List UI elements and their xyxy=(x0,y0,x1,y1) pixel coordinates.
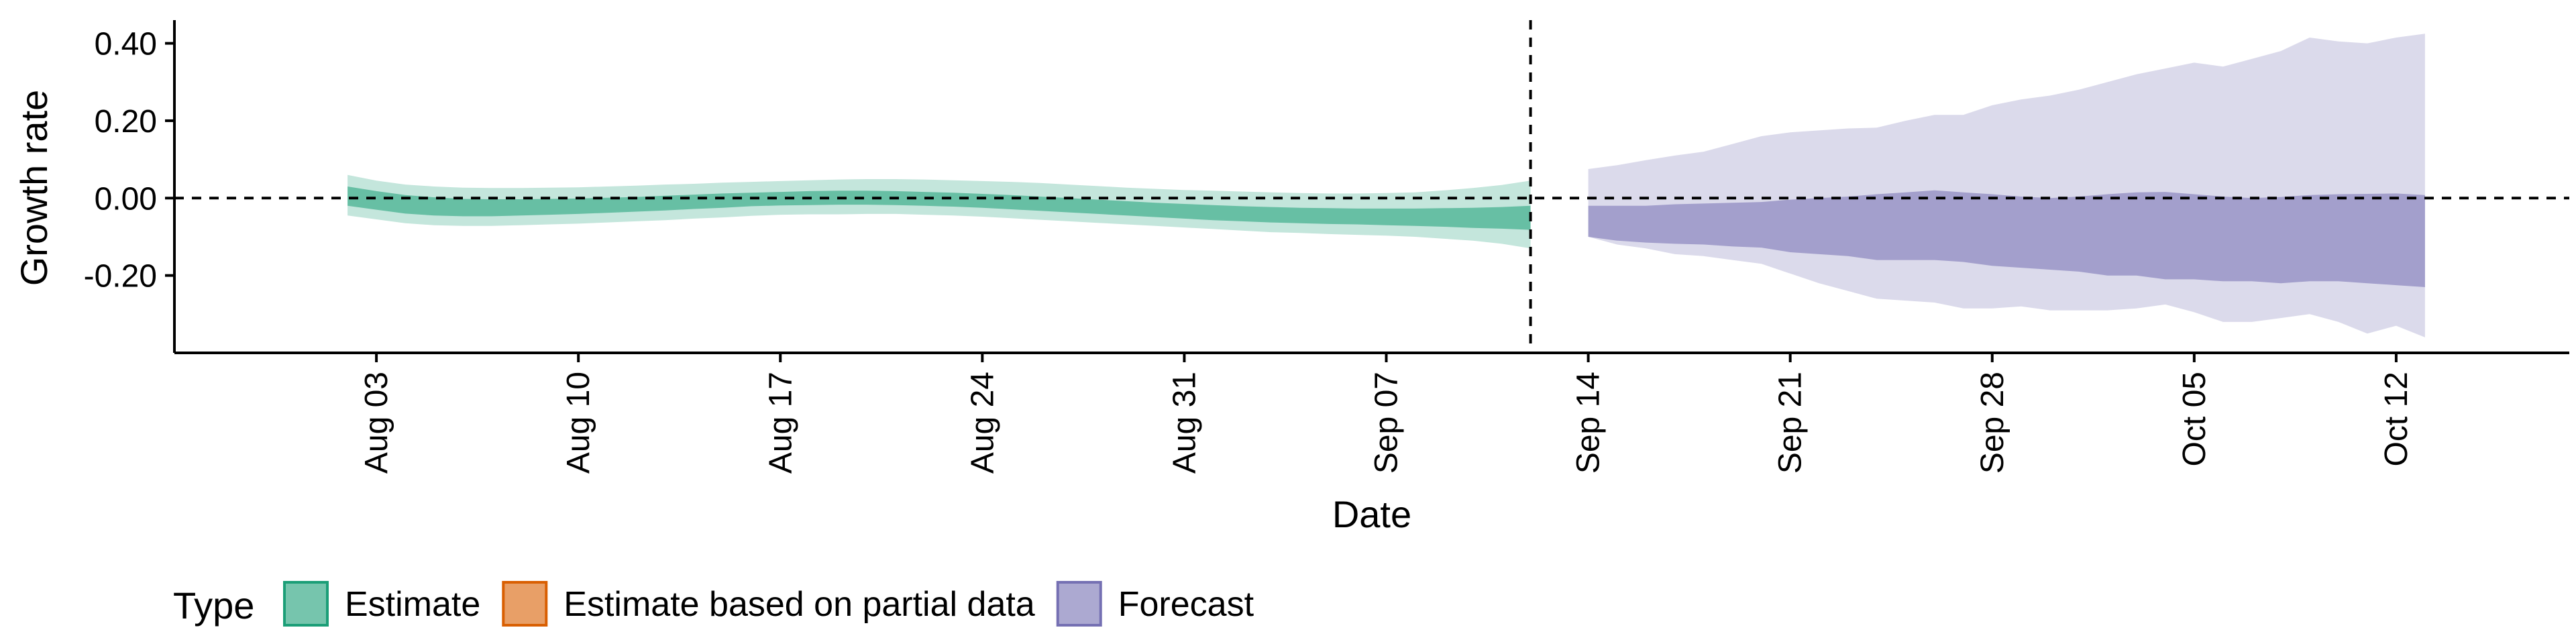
x-tick-label: Oct 05 xyxy=(2177,372,2212,466)
y-axis-label: Growth rate xyxy=(13,90,55,286)
estimate-band-90 xyxy=(347,174,1531,249)
legend-label-forecast: Forecast xyxy=(1118,585,1254,624)
y-tick-label: 0.40 xyxy=(95,27,157,62)
legend-title: Type xyxy=(173,584,254,627)
legend-swatch-estimate-based-on-partial-data xyxy=(502,581,548,627)
axes: 0.40 0.20 0.00 -0.20 Aug 03 Aug 10 Aug 17 Aug 2… xyxy=(84,20,2569,474)
forecast-band-90 xyxy=(1588,34,2425,337)
x-tick-label: Sep 14 xyxy=(1571,372,1607,474)
x-tick-label: Aug 10 xyxy=(561,372,596,474)
y-tick-label: -0.20 xyxy=(84,259,157,294)
legend-label-estimate: Estimate xyxy=(345,585,480,624)
legend-label-estimate-based-on-partial-data: Estimate based on partial data xyxy=(564,585,1035,624)
legend: Type Estimate Estimate based on partial d… xyxy=(173,581,1254,627)
x-tick-label: Aug 24 xyxy=(965,372,1000,474)
x-tick-label: Sep 07 xyxy=(1369,372,1405,474)
x-tick-label: Sep 28 xyxy=(1975,372,2010,474)
x-tick-label: Aug 17 xyxy=(763,372,798,474)
reference-lines xyxy=(174,20,2569,353)
x-tick-label: Sep 21 xyxy=(1773,372,1809,474)
estimate-band-50 xyxy=(347,186,1531,230)
x-tick-label: Aug 31 xyxy=(1167,372,1202,474)
y-tick-label: 0.00 xyxy=(95,181,157,217)
legend-swatch-forecast xyxy=(1056,581,1102,627)
x-tick-label: Oct 12 xyxy=(2379,372,2414,466)
forecast-band-50 xyxy=(1588,190,2425,287)
data-bands xyxy=(347,34,2425,337)
y-tick-label: 0.20 xyxy=(95,104,157,140)
x-tick-label: Aug 03 xyxy=(359,372,394,474)
x-axis-label: Date xyxy=(1332,493,1411,535)
legend-swatch-estimate xyxy=(283,581,329,627)
